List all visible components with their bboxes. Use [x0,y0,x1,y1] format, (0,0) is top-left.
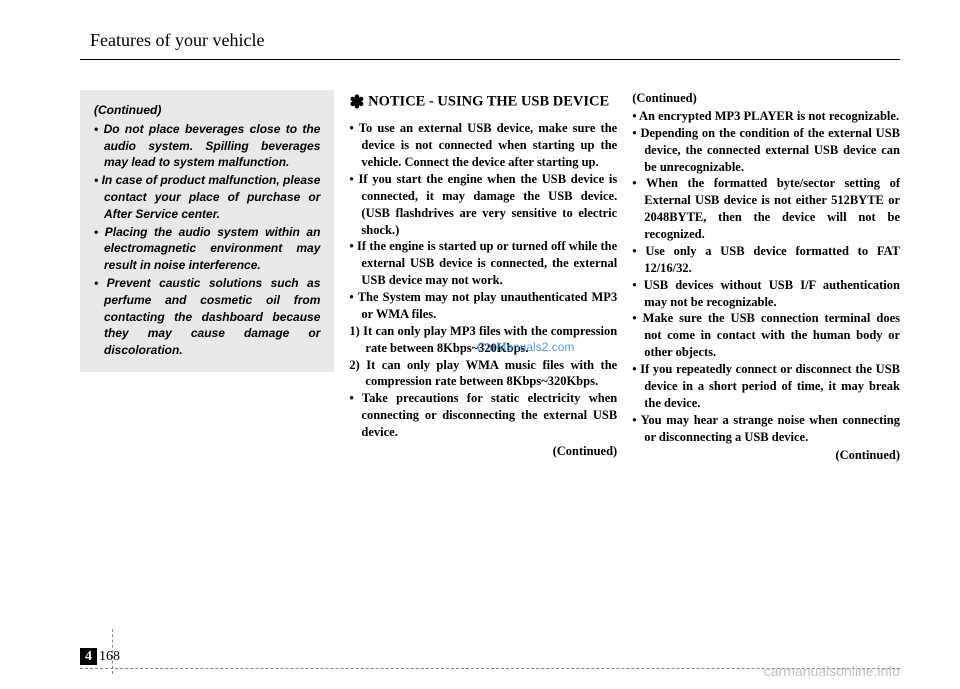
footer: 4168 carmanualsonline.info [0,668,960,669]
box-item: Prevent caustic solutions such as perfum… [94,275,320,359]
col2-list-a: To use an external USB device, make sure… [349,120,617,323]
box-list: Do not place beverages close to the audi… [94,121,320,359]
continued-label: (Continued) [632,447,900,464]
page-header: Features of your vehicle [80,30,900,51]
content-columns: (Continued) Do not place beverages close… [80,90,900,464]
list-item: When the formatted byte/sector setting o… [632,175,900,243]
col2-list-b: Take precautions for static electricity … [349,390,617,441]
notice-label: NOTICE [368,93,425,109]
column-1: (Continued) Do not place beverages close… [80,90,334,464]
header-rule [80,59,900,60]
center-watermark: CarManuals2.com [477,340,574,354]
notice-suffix: - USING THE USB DEVICE [425,93,609,109]
continued-label: (Continued) [632,90,900,107]
list-item: USB devices without USB I/F authenticati… [632,277,900,311]
list-item: An encrypted MP3 PLAYER is not recogniza… [632,108,900,125]
list-item: If you start the engine when the USB dev… [349,171,617,239]
list-item: To use an external USB device, make sure… [349,120,617,171]
list-item: Take precautions for static electricity … [349,390,617,441]
list-item: If the engine is started up or turned of… [349,238,617,289]
continued-box: (Continued) Do not place beverages close… [80,90,334,372]
box-item: In case of product malfunction, please c… [94,172,320,222]
list-item: The System may not play unauthenticated … [349,289,617,323]
footer-watermark: carmanualsonline.info [764,663,900,679]
list-item: Use only a USB device formatted to FAT 1… [632,243,900,277]
page-number: 4168 [80,649,120,665]
list-item: If you repeatedly connect or disconnect … [632,361,900,412]
list-item: You may hear a strange noise when connec… [632,412,900,446]
section-number: 4 [80,648,97,665]
page-num: 168 [99,649,120,664]
box-item: Do not place beverages close to the audi… [94,121,320,171]
list-item: Depending on the condition of the extern… [632,125,900,176]
box-title: (Continued) [94,102,320,119]
box-item: Placing the audio system within an elect… [94,224,320,274]
notice-header: ✽ NOTICE - USING THE USB DEVICE [349,90,617,114]
column-3: (Continued) An encrypted MP3 PLAYER is n… [632,90,900,464]
list-item: Make sure the USB connection terminal do… [632,310,900,361]
numbered-item: 2) It can only play WMA music files with… [349,357,617,391]
col3-list: An encrypted MP3 PLAYER is not recogniza… [632,108,900,446]
asterisk-icon: ✽ [349,92,364,112]
continued-label: (Continued) [349,443,617,460]
column-2: ✽ NOTICE - USING THE USB DEVICE To use a… [349,90,617,464]
